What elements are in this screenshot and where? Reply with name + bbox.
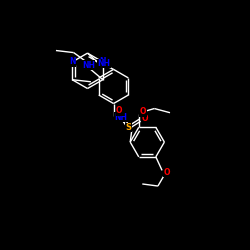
Text: NH: NH [114,112,127,122]
Text: O: O [140,107,146,116]
Text: O: O [141,114,148,123]
Text: O: O [164,168,170,177]
Text: N: N [100,58,106,66]
Text: N: N [69,58,75,66]
Text: S: S [126,123,132,132]
Text: O: O [116,106,122,115]
Text: NH: NH [98,59,111,68]
Text: NH: NH [82,60,95,70]
